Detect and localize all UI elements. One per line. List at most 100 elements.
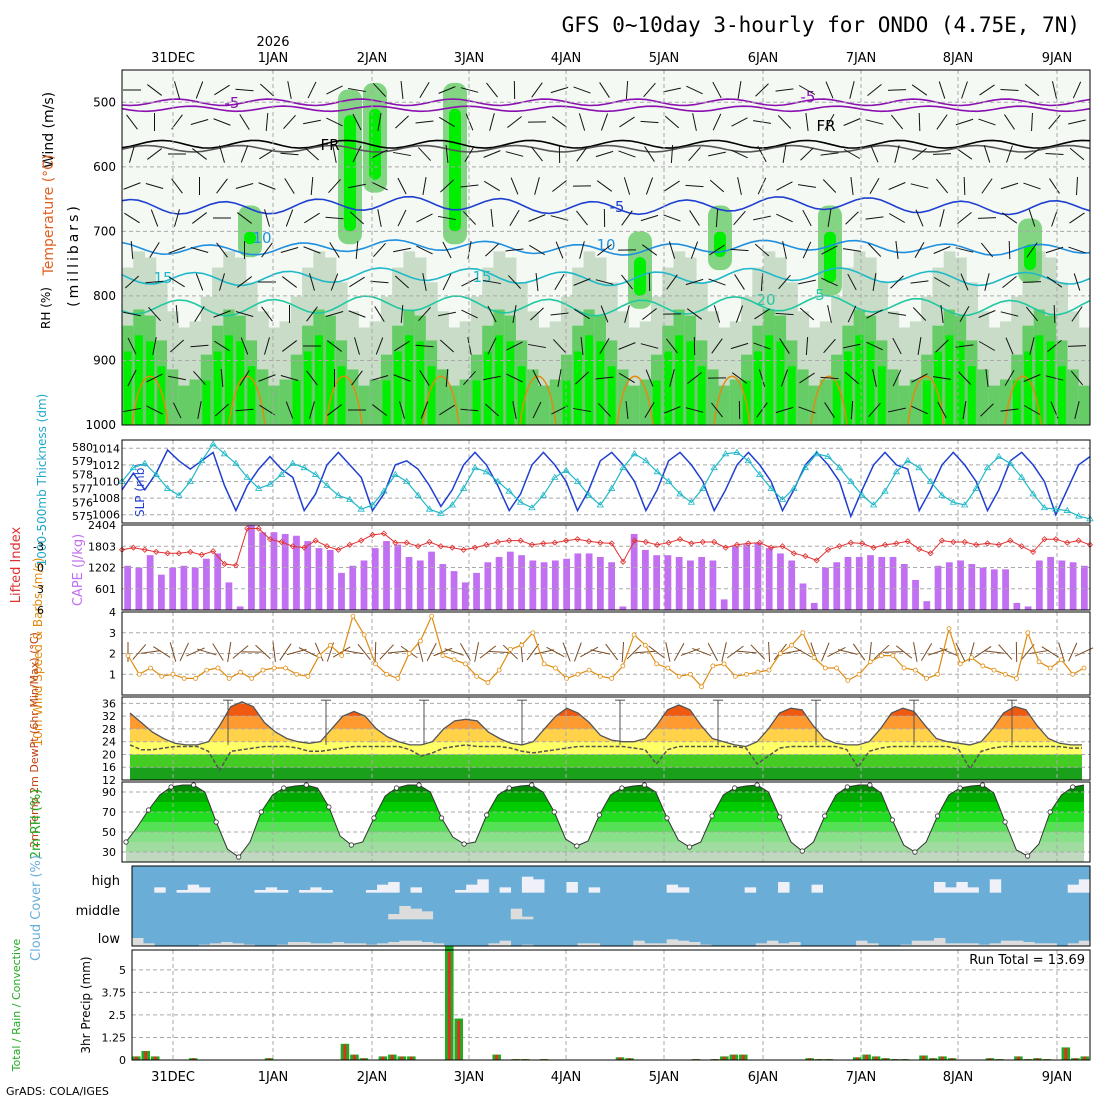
wind-barb	[935, 178, 949, 194]
thickness-marker	[733, 448, 741, 455]
warm-contour	[228, 375, 266, 426]
lifted-index-marker	[471, 544, 479, 551]
wind-barb	[1004, 114, 1015, 130]
wind10-speed-marker	[204, 667, 210, 673]
wind-barb	[195, 81, 204, 99]
wind10-barb	[417, 642, 424, 662]
day-label-bottom: 2JAN	[357, 1070, 388, 1085]
wind10-barb	[998, 644, 1013, 660]
rh-band-mid	[538, 385, 551, 425]
cape-bar	[574, 553, 582, 610]
thickness-marker	[391, 470, 400, 477]
cape-bar	[777, 553, 784, 610]
rh-band-mid	[279, 379, 292, 425]
lifted-index-marker	[164, 550, 171, 557]
wind10-speed-marker	[552, 665, 558, 671]
wind-barb	[870, 145, 879, 163]
lifted-index-marker	[665, 539, 672, 546]
wind10-speed-marker	[1036, 659, 1042, 665]
cloud-low-bar	[934, 938, 946, 946]
rh-marker	[416, 782, 422, 788]
rh-band-light	[898, 327, 911, 425]
thickness-marker	[744, 456, 753, 464]
wind-barb	[439, 404, 455, 416]
contour-label: -5	[225, 94, 240, 112]
rh-marker	[1002, 819, 1008, 825]
wind-barb	[623, 177, 631, 195]
lifted-index-marker	[130, 544, 137, 551]
wind-barb	[753, 215, 771, 221]
wind-barb	[1022, 281, 1042, 283]
wind-barb	[914, 241, 925, 259]
contour-label: FR	[320, 136, 339, 154]
wind-barb	[418, 306, 431, 322]
wind-barb	[171, 178, 183, 194]
wind-barb	[1068, 119, 1086, 125]
wind-barb	[1005, 337, 1014, 355]
contour-label: 20	[756, 291, 775, 309]
precip-convective-bar	[1083, 1056, 1087, 1060]
wind10-barb	[692, 647, 712, 657]
cloud-low-bar	[488, 943, 500, 946]
lifted-index-marker	[779, 543, 786, 550]
rh-band-mid	[1078, 385, 1091, 425]
cloud-high-bar	[176, 890, 188, 893]
lifted-index-marker	[369, 531, 376, 538]
rh-band-mid	[167, 369, 179, 425]
lifted-index-marker	[654, 541, 661, 548]
cloud-middle-bar	[510, 908, 523, 920]
wind10-barb	[882, 651, 903, 653]
wind10-barb	[665, 642, 671, 662]
wind10-barb	[837, 649, 858, 655]
cape-bar	[349, 565, 357, 610]
cloud-high-bar	[499, 887, 512, 893]
panel-frame	[121, 524, 1091, 611]
warm-contour	[131, 375, 169, 426]
wind10-speed-marker	[1002, 671, 1008, 677]
cape-label: CAPE (J/kg)	[71, 534, 86, 606]
thickness-marker	[835, 463, 844, 471]
wind-barb	[1073, 273, 1081, 291]
wind-barb	[440, 179, 454, 193]
wind-barb	[219, 273, 225, 291]
wind-barb	[956, 148, 973, 160]
pressure-tick-label: 900	[93, 353, 116, 367]
day-label-bottom: 9JAN	[1042, 1070, 1073, 1085]
wind-barb	[394, 340, 410, 352]
day-label-top: 5JAN	[649, 51, 680, 66]
temp-contour	[121, 267, 1091, 287]
lifted-index-marker	[631, 537, 638, 544]
wind-barb	[219, 145, 225, 163]
rh-marker	[213, 819, 219, 825]
rh-band-high	[337, 366, 346, 425]
thickness-marker	[220, 450, 229, 457]
wind-barb	[757, 145, 767, 163]
wind10-speed-marker	[215, 665, 221, 671]
cloud-low-bar	[967, 943, 979, 946]
wind-barb	[419, 82, 430, 98]
thickness-marker	[311, 470, 320, 477]
wind-barb	[782, 145, 787, 163]
cloud-low-bar	[287, 942, 300, 946]
wind-barb	[867, 243, 882, 257]
wind10-speed-marker	[687, 671, 693, 677]
thickness-marker	[1074, 512, 1083, 519]
wind-barb	[775, 88, 794, 92]
lifted-index-marker	[688, 540, 695, 547]
precip-convective-bar	[134, 1056, 138, 1060]
cape-bar	[653, 555, 661, 610]
rh-band-mid	[819, 379, 832, 425]
cape-bar	[630, 533, 638, 610]
thickness-marker	[152, 470, 160, 477]
wind-barb	[709, 179, 725, 193]
thickness-tick-label: 580	[72, 441, 93, 454]
wind10-barb	[502, 644, 518, 660]
thickness-tick-label: 578	[72, 469, 93, 482]
wind-barb	[1000, 311, 1019, 317]
wind-barb	[1000, 182, 1019, 190]
rh-band-mid	[718, 385, 731, 425]
precip-tick-label: 5	[119, 964, 126, 977]
precip-tick-label: 2.5	[109, 1009, 127, 1022]
wind-barb	[850, 400, 854, 420]
slp-line	[121, 448, 1091, 519]
